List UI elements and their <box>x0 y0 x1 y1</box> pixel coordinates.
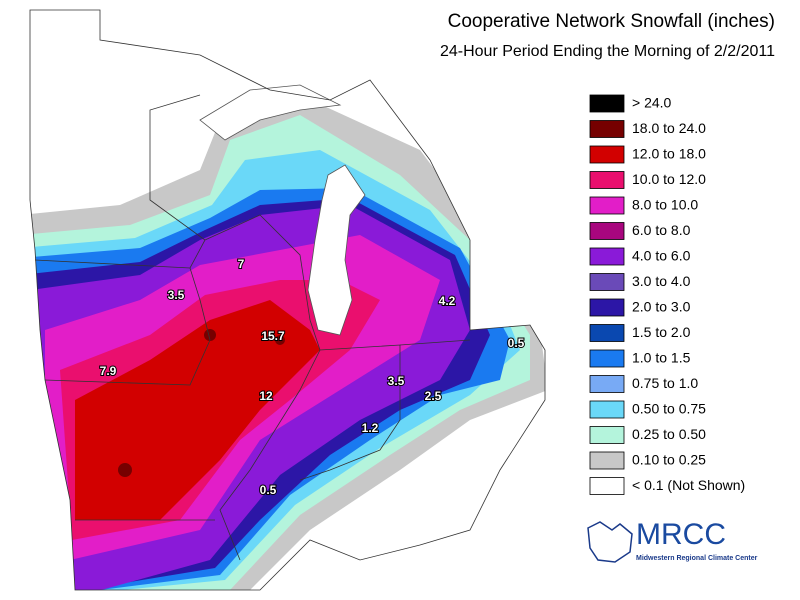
legend-label: < 0.1 (Not Shown) <box>632 477 745 493</box>
legend-swatch <box>589 222 625 240</box>
legend-label: 18.0 to 24.0 <box>632 120 706 136</box>
legend-label: 8.0 to 10.0 <box>632 197 698 213</box>
legend-swatch <box>589 94 625 113</box>
map-annotation: 7.9 <box>100 364 117 378</box>
legend-label: 10.0 to 12.0 <box>632 171 706 187</box>
legend-label: 2.0 to 3.0 <box>632 299 691 315</box>
legend-label: 4.0 to 6.0 <box>632 248 691 264</box>
legend-swatch <box>589 273 625 291</box>
legend: > 24.0 18.0 to 24.0 12.0 to 18.0 10.0 to 12… <box>589 94 745 495</box>
map-annotation: 0.5 <box>260 483 277 497</box>
legend-swatch <box>589 349 625 368</box>
legend-swatch <box>589 451 625 470</box>
legend-swatch <box>589 426 625 444</box>
logo: MRCC Midwestern Regional Climate Center <box>587 518 758 563</box>
legend-label: 1.0 to 1.5 <box>632 350 691 366</box>
map-annotation: 0.5 <box>508 336 525 350</box>
legend-label: 3.0 to 4.0 <box>632 273 691 289</box>
legend-swatch <box>589 247 625 266</box>
map-annotation: 12 <box>259 389 273 403</box>
legend-swatch <box>589 196 625 215</box>
legend-label: 12.0 to 18.0 <box>632 146 706 162</box>
legend-swatch <box>589 171 625 189</box>
legend-swatch <box>589 298 625 317</box>
legend-label: 0.50 to 0.75 <box>632 401 706 417</box>
legend-label: 6.0 to 8.0 <box>632 222 691 238</box>
legend-swatch <box>589 400 625 419</box>
title: Cooperative Network Snowfall (inches) <box>448 11 775 32</box>
legend-label: 0.10 to 0.25 <box>632 452 706 468</box>
lake-michigan <box>307 164 366 336</box>
lake-superior <box>199 84 342 141</box>
map-annotation: 1.2 <box>362 421 379 435</box>
legend-label: 0.75 to 1.0 <box>632 375 698 391</box>
state-borders <box>29 9 546 591</box>
logo-subtitle: Midwestern Regional Climate Center <box>636 555 758 562</box>
map-annotation: 3.5 <box>168 288 185 302</box>
map-annotation: 2.5 <box>425 389 442 403</box>
legend-swatch <box>589 477 625 495</box>
map-annotation: 7 <box>238 257 245 271</box>
snowfall-map <box>30 95 545 590</box>
legend-swatch <box>589 145 625 164</box>
legend-swatch <box>589 324 625 342</box>
legend-label: 1.5 to 2.0 <box>632 324 691 340</box>
subtitle: 24-Hour Period Ending the Morning of 2/2… <box>440 43 775 60</box>
logo-name: MRCC <box>636 518 726 551</box>
legend-label: 0.25 to 0.50 <box>632 426 706 442</box>
map-annotations: 7 3.5 15.7 7.9 12 3.5 2.5 1.2 0.5 4.2 0.… <box>99 256 526 498</box>
legend-swatch <box>589 120 625 138</box>
legend-swatch <box>589 375 625 393</box>
legend-label: > 24.0 <box>632 95 672 111</box>
map-annotation: 4.2 <box>439 294 456 308</box>
map-annotation: 3.5 <box>388 374 405 388</box>
map-annotation: 15.7 <box>261 329 285 343</box>
